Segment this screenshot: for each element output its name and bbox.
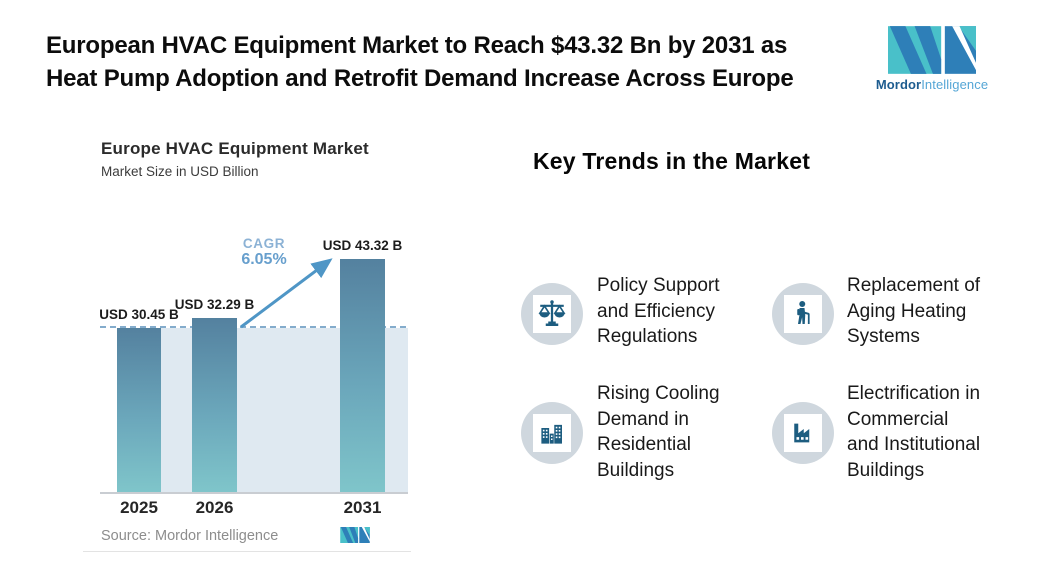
scales-icon bbox=[533, 295, 571, 333]
person-cane-icon bbox=[784, 295, 822, 333]
bar-value-label: USD 43.32 B bbox=[322, 238, 403, 253]
x-tick-label: 2026 bbox=[195, 498, 234, 517]
chart-subtitle: Market Size in USD Billion bbox=[101, 164, 259, 179]
trend-item-cooling-badge bbox=[521, 402, 583, 464]
brand-name: MordorIntelligence bbox=[870, 77, 994, 92]
bar-value-label: USD 30.45 B bbox=[99, 307, 179, 322]
bar-chart: USD 30.45 B 2025 USD 32.29 B 2026 USD 43.32 … bbox=[99, 230, 408, 517]
cagr-arrow-icon bbox=[240, 258, 333, 329]
trend-item-replacement-text: Replacement of Aging Heating Systems bbox=[847, 275, 981, 347]
bar bbox=[117, 328, 161, 492]
trends-heading: Key Trends in the Market bbox=[533, 148, 811, 174]
x-axis-line bbox=[100, 492, 408, 494]
trend-item-electrification-badge bbox=[772, 402, 834, 464]
trend-item-policy-text: Policy Support and Efficiency Regulation… bbox=[597, 275, 720, 347]
x-tick-label: 2025 bbox=[120, 498, 158, 517]
brand-logo: MordorIntelligence bbox=[870, 26, 994, 92]
bar bbox=[192, 318, 237, 492]
chart-title: Europe HVAC Equipment Market bbox=[101, 139, 369, 158]
page-title: European HVAC Equipment Market to Reach … bbox=[46, 32, 794, 92]
trend-item-cooling-text: Rising Cooling Demand in Residential Bui… bbox=[597, 383, 720, 481]
source-note: Source: Mordor Intelligence bbox=[101, 528, 279, 544]
cagr-value: 6.05% bbox=[241, 251, 287, 268]
cagr-label: CAGR bbox=[242, 236, 286, 251]
card-divider bbox=[83, 551, 411, 552]
mordor-intelligence-logo-icon bbox=[870, 26, 994, 74]
trend-item-replacement-badge bbox=[772, 283, 834, 345]
bar bbox=[340, 259, 385, 492]
bar-value-label: USD 32.29 B bbox=[174, 297, 255, 312]
trend-item-electrification-text: Electrification in Commercial and Instit… bbox=[847, 383, 981, 481]
baseline-dash bbox=[100, 326, 406, 328]
x-tick-label: 2031 bbox=[343, 498, 382, 517]
mordor-mini-logo-icon bbox=[340, 527, 370, 548]
brand-name-bold: Mordor bbox=[875, 77, 922, 92]
trend-item-policy-badge bbox=[521, 283, 583, 345]
buildings-icon bbox=[533, 414, 571, 452]
factory-icon bbox=[784, 414, 822, 452]
cagr-annotation: CAGR 6.05% bbox=[228, 236, 300, 269]
bars-layer: USD 30.45 B 2025 USD 32.29 B 2026 USD 43.32 … bbox=[99, 230, 408, 517]
brand-name-light: Intelligence bbox=[921, 77, 989, 92]
